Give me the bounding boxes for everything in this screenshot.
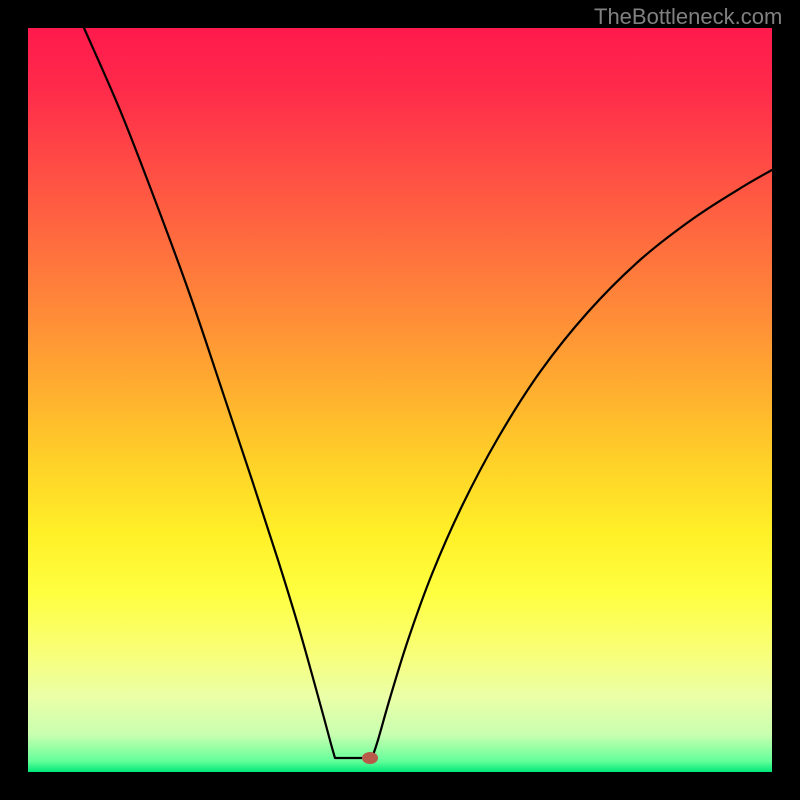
optimum-marker xyxy=(362,752,378,764)
watermark-text: TheBottleneck.com xyxy=(594,4,782,30)
chart-svg xyxy=(0,0,800,800)
gradient-plot-area xyxy=(28,28,772,772)
